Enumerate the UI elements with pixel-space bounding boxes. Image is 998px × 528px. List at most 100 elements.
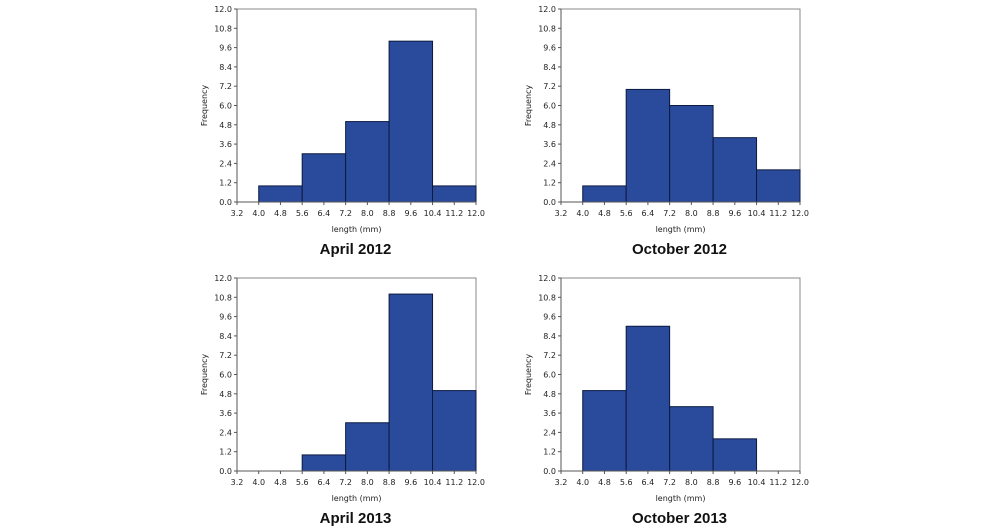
y-tick-label: 1.2 (219, 448, 232, 457)
y-axis-label: Frequency (524, 354, 533, 396)
y-tick-label: 7.2 (543, 351, 556, 360)
x-tick-label: 9.6 (728, 478, 741, 487)
y-tick-label: 1.2 (219, 179, 232, 188)
y-tick-label: 12.0 (214, 274, 232, 283)
x-tick-label: 6.4 (642, 209, 655, 218)
bar-april-2012-2 (345, 121, 390, 203)
x-tick-label: 11.2 (769, 209, 787, 218)
x-tick-label: 5.6 (620, 209, 633, 218)
y-tick-label: 8.4 (543, 63, 556, 72)
x-tick-label: 11.2 (769, 478, 787, 487)
x-tick-label: 7.2 (339, 209, 352, 218)
x-tick-label: 9.6 (728, 209, 741, 218)
x-axis-label: length (mm) (656, 225, 706, 234)
y-tick-label: 12.0 (214, 5, 232, 14)
y-tick-label: 0.0 (543, 467, 556, 476)
x-tick-label: 10.4 (424, 209, 442, 218)
x-tick-label: 10.4 (748, 478, 766, 487)
x-tick-label: 4.8 (274, 209, 287, 218)
y-tick-label: 4.8 (219, 390, 232, 399)
x-tick-label: 4.8 (598, 209, 611, 218)
x-tick-label: 7.2 (663, 209, 676, 218)
histogram-october-2013: 0.0 1.2 2.4 3.6 4.8 6.0 7.2 8.4 9.6 10.8 12.0 3.2 4.… (524, 274, 809, 527)
y-axis-label: Frequency (524, 85, 533, 127)
y-tick-label: 3.6 (543, 409, 556, 418)
x-tick-label: 12.0 (791, 478, 809, 487)
x-tick-label: 7.2 (339, 478, 352, 487)
y-tick-label: 10.8 (538, 293, 556, 302)
y-tick-label: 4.8 (543, 121, 556, 130)
y-tick-label: 4.8 (543, 390, 556, 399)
y-tick-label: 10.8 (214, 24, 232, 33)
x-tick-label: 5.6 (296, 209, 309, 218)
y-tick-label: 10.8 (538, 24, 556, 33)
x-tick-label: 8.0 (361, 478, 374, 487)
x-tick-label: 8.8 (707, 209, 720, 218)
y-tick-label: 0.0 (219, 467, 232, 476)
bar-april-2012-4 (432, 185, 477, 203)
x-tick-label: 8.0 (361, 209, 374, 218)
x-tick-label: 12.0 (467, 478, 485, 487)
y-tick-label: 7.2 (219, 351, 232, 360)
x-tick-label: 9.6 (404, 478, 417, 487)
y-tick-label: 2.4 (219, 428, 232, 437)
x-tick-label: 6.4 (642, 478, 655, 487)
x-tick-label: 10.4 (748, 209, 766, 218)
x-tick-label: 4.0 (576, 478, 589, 487)
x-tick-label: 3.2 (555, 478, 568, 487)
y-tick-label: 6.0 (543, 102, 556, 111)
y-tick-label: 3.6 (219, 140, 232, 149)
x-tick-label: 8.0 (685, 209, 698, 218)
x-tick-label: 4.0 (576, 209, 589, 218)
y-tick-label: 3.6 (543, 140, 556, 149)
chart-title: April 2012 (320, 241, 392, 258)
y-tick-label: 2.4 (543, 428, 556, 437)
bar-april-2012-3 (388, 40, 434, 203)
x-tick-label: 3.2 (231, 478, 244, 487)
y-tick-label: 8.4 (543, 332, 556, 341)
x-tick-label: 4.8 (274, 478, 287, 487)
x-tick-label: 4.0 (252, 478, 265, 487)
x-tick-label: 4.8 (598, 478, 611, 487)
y-tick-label: 8.4 (219, 332, 232, 341)
bar-october-2012-2 (669, 105, 714, 203)
bar-october-2013-3 (712, 438, 758, 472)
x-tick-label: 5.6 (620, 478, 633, 487)
x-tick-label: 9.6 (404, 209, 417, 218)
y-tick-label: 8.4 (219, 63, 232, 72)
y-tick-label: 1.2 (543, 179, 556, 188)
chart-title: October 2013 (632, 510, 727, 527)
bar-april-2013-2 (388, 293, 434, 472)
x-tick-label: 8.8 (707, 478, 720, 487)
bar-october-2012-3 (712, 137, 758, 203)
bar-april-2013-0 (301, 454, 347, 472)
y-tick-label: 12.0 (538, 274, 556, 283)
histogram-october-2012: 0.0 1.2 2.4 3.6 4.8 6.0 7.2 8.4 9.6 10.8 12.0 3.2 4.… (524, 5, 809, 258)
x-tick-label: 10.4 (424, 478, 442, 487)
x-axis-label: length (mm) (656, 494, 706, 503)
bar-april-2013-3 (432, 390, 477, 472)
bar-october-2012-0 (582, 185, 627, 203)
bar-october-2013-1 (625, 325, 671, 472)
y-tick-label: 2.4 (219, 159, 232, 168)
bar-april-2013-1 (345, 422, 390, 472)
y-tick-label: 4.8 (219, 121, 232, 130)
bar-october-2013-2 (669, 406, 714, 472)
chart-title: April 2013 (320, 510, 392, 527)
x-tick-label: 4.0 (252, 209, 265, 218)
y-tick-label: 6.0 (219, 102, 232, 111)
x-tick-label: 12.0 (467, 209, 485, 218)
x-tick-label: 6.4 (318, 478, 331, 487)
x-tick-label: 8.0 (685, 478, 698, 487)
histogram-april-2013: 0.0 1.2 2.4 3.6 4.8 6.0 7.2 8.4 9.6 10.8 12.0 3.2 4.… (200, 274, 485, 527)
y-tick-label: 6.0 (219, 371, 232, 380)
y-tick-label: 6.0 (543, 371, 556, 380)
bar-october-2013-0 (582, 390, 627, 472)
x-tick-label: 3.2 (555, 209, 568, 218)
y-tick-label: 9.6 (219, 44, 232, 53)
y-tick-label: 10.8 (214, 293, 232, 302)
x-tick-label: 12.0 (791, 209, 809, 218)
x-tick-label: 8.8 (383, 209, 396, 218)
x-tick-label: 3.2 (231, 209, 244, 218)
